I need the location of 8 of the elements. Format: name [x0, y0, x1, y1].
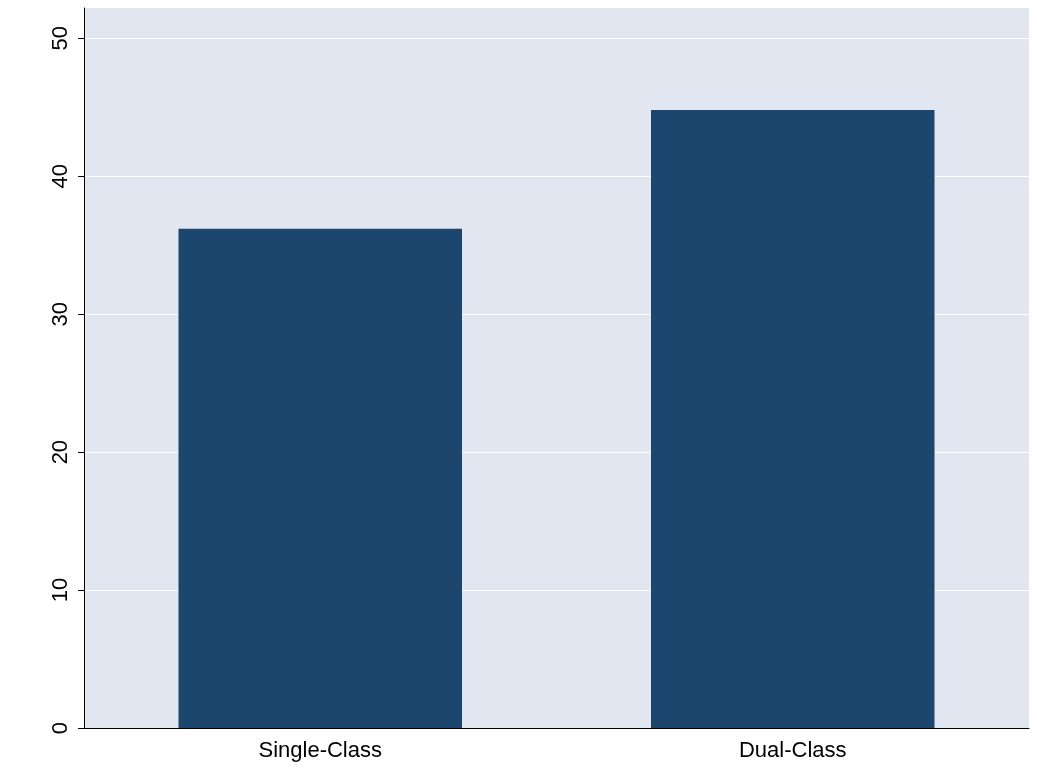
y-tick-label: 0	[46, 721, 72, 735]
y-tick-label: 30	[46, 301, 72, 327]
y-tick-label: 20	[46, 439, 72, 465]
x-tick-label: Dual-Class	[738, 736, 847, 762]
y-tick-label: 50	[46, 26, 72, 51]
x-tick-label: Single-Class	[258, 736, 382, 762]
y-tick-label: 40	[46, 164, 72, 189]
y-tick-label: 10	[46, 577, 72, 603]
